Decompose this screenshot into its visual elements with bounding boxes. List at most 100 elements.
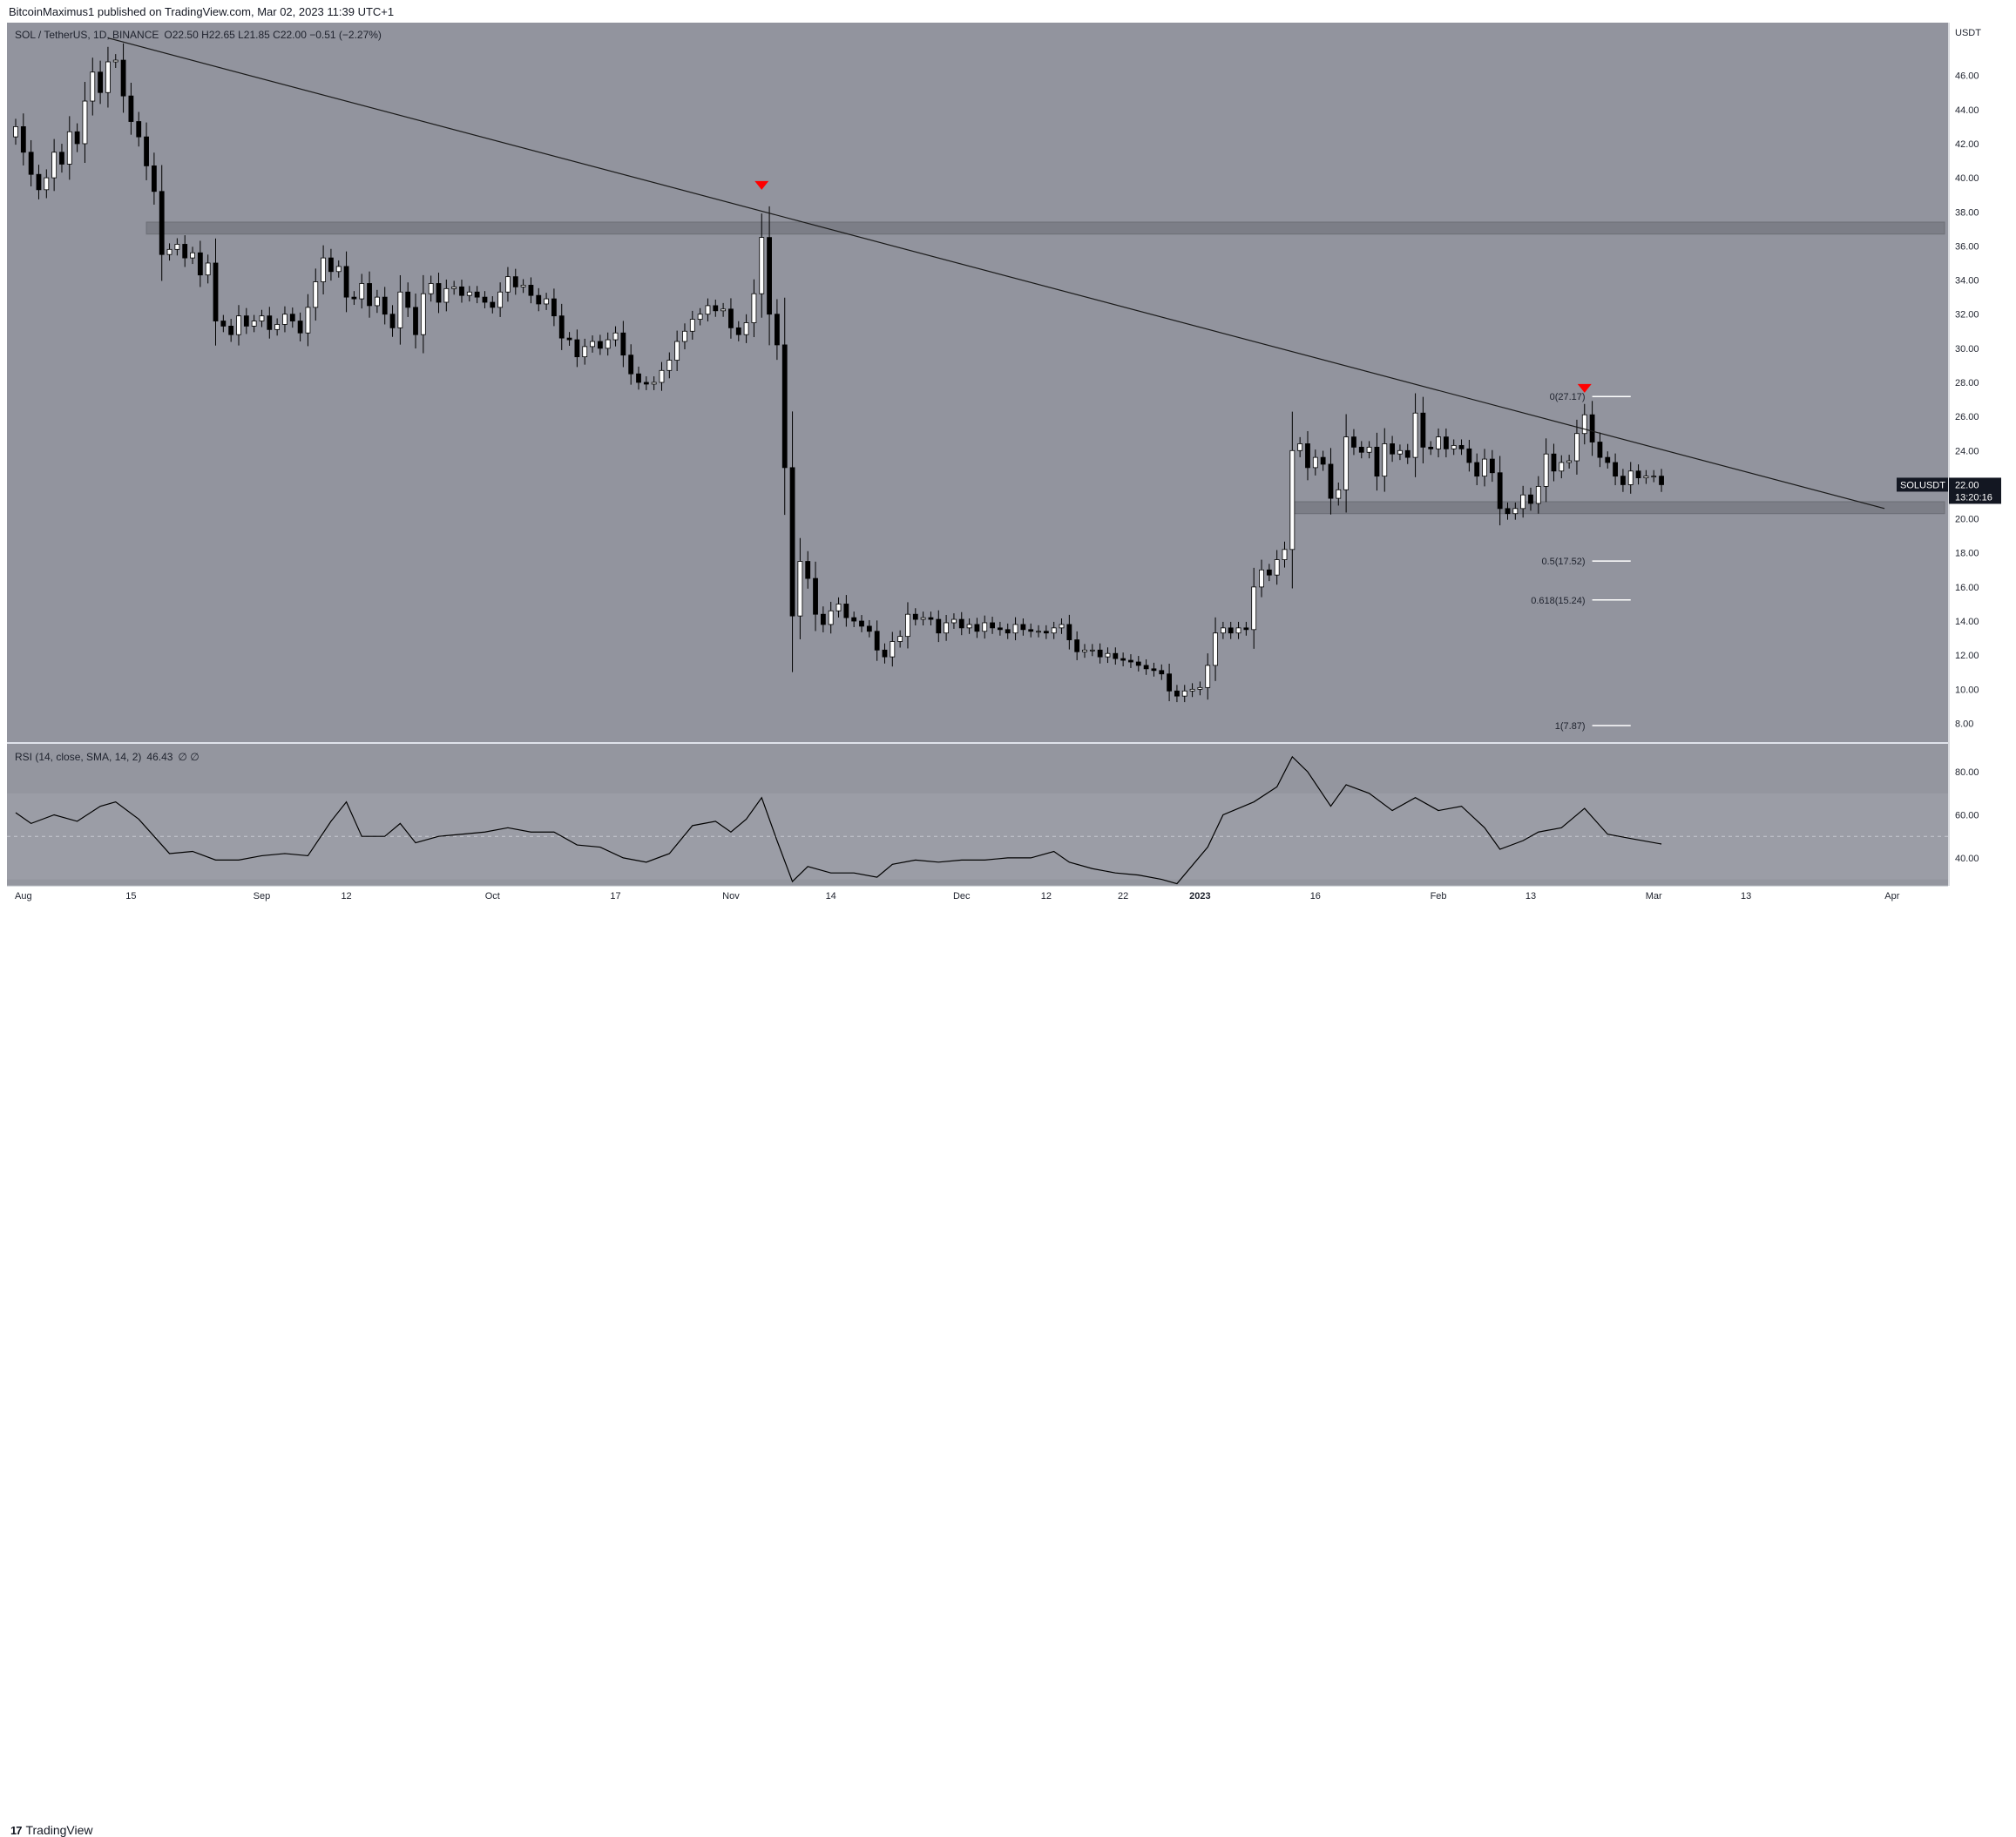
candle — [1089, 649, 1095, 652]
time-tick-label: Feb — [1431, 891, 1447, 902]
candle — [13, 125, 18, 138]
candle — [1151, 668, 1157, 672]
candle — [1305, 443, 1310, 469]
candle — [1113, 652, 1119, 659]
candle — [136, 121, 142, 138]
candle — [1420, 412, 1426, 448]
candle — [759, 237, 765, 294]
candle — [1659, 476, 1664, 485]
candle — [1051, 627, 1057, 634]
candle — [936, 618, 942, 634]
candle — [597, 341, 603, 349]
candle — [1443, 436, 1449, 449]
candle — [1228, 627, 1234, 634]
candle — [966, 624, 972, 629]
candle — [728, 308, 734, 328]
candle — [551, 298, 557, 317]
candle — [1059, 624, 1065, 629]
publisher-info: BitcoinMaximus1 published on TradingView… — [9, 5, 395, 18]
candle — [1597, 442, 1603, 458]
candle — [797, 561, 803, 617]
candle — [1551, 453, 1557, 472]
candle — [389, 314, 396, 328]
candle — [51, 152, 58, 179]
price-chart[interactable]: 0(27.17) 0.5(17.52) 0.618(15.24) 1(7.87) US… — [0, 0, 2016, 906]
time-axis-pane — [7, 886, 1948, 906]
candle — [1266, 569, 1272, 576]
price-pane — [7, 23, 1948, 742]
candle — [474, 291, 480, 298]
candle — [1012, 624, 1018, 634]
candle — [1505, 508, 1511, 515]
candle — [335, 266, 342, 273]
candle — [1282, 549, 1288, 560]
candle — [1358, 446, 1364, 453]
rsi-tick-label: 80.00 — [1955, 767, 1979, 778]
candle — [1097, 649, 1103, 658]
candle — [1574, 433, 1580, 462]
candle — [781, 344, 788, 469]
candle — [328, 257, 334, 273]
candle — [1135, 661, 1141, 666]
currency-label: USDT — [1955, 28, 1981, 38]
candle — [205, 262, 211, 276]
candle — [1651, 476, 1657, 478]
candle — [920, 617, 926, 620]
price-tick-label: 30.00 — [1955, 344, 1979, 355]
candle — [882, 649, 888, 658]
candle — [1167, 673, 1172, 692]
candle — [190, 252, 195, 259]
candle — [228, 326, 234, 335]
candle — [558, 315, 565, 339]
candle — [1390, 443, 1395, 455]
candle — [974, 624, 980, 632]
candle — [1251, 586, 1257, 631]
candle — [1474, 462, 1480, 477]
tradingview-brand: 17 TradingView — [10, 1823, 93, 1837]
price-tick-label: 14.00 — [1955, 617, 1979, 627]
support-zone — [1291, 501, 1945, 515]
candle — [1366, 446, 1372, 453]
left-margin — [0, 23, 7, 906]
candle — [735, 327, 741, 335]
price-tick-label: 32.00 — [1955, 310, 1979, 321]
candle — [1643, 476, 1649, 479]
price-tag-countdown: 13:20:16 — [1955, 492, 1992, 503]
candle — [1543, 453, 1549, 487]
candle — [243, 315, 249, 327]
chart-legend: SOL / TetherUS, 1D, BINANCE O22.50 H22.65… — [15, 29, 382, 41]
candle — [928, 617, 934, 620]
candle — [835, 604, 842, 611]
candle — [1297, 443, 1303, 451]
candle — [1128, 659, 1133, 663]
candle — [1105, 652, 1111, 658]
candle — [497, 291, 504, 308]
candle — [612, 332, 619, 341]
price-tick-label: 42.00 — [1955, 139, 1979, 150]
candle — [820, 613, 826, 625]
candle — [705, 305, 711, 315]
candle — [843, 604, 849, 618]
publish-header: BitcoinMaximus1 published on TradingView… — [0, 0, 2016, 23]
price-tick-label: 16.00 — [1955, 583, 1979, 593]
candle — [1028, 629, 1034, 632]
candle — [174, 244, 180, 250]
candle — [743, 322, 749, 335]
time-tick-label: Dec — [953, 891, 971, 902]
candle — [689, 319, 695, 332]
candle — [1259, 569, 1264, 588]
candle — [720, 308, 727, 312]
candle — [1436, 436, 1441, 449]
fib-label: 1(7.87) — [1555, 721, 1586, 732]
bearish-arrow-icon — [1577, 383, 1592, 393]
candle — [674, 341, 680, 361]
candle — [1482, 458, 1487, 477]
candle — [520, 285, 526, 287]
time-tick-label: 22 — [1118, 891, 1128, 902]
candle — [958, 618, 964, 629]
candle — [351, 296, 357, 300]
symbol-label: SOL / TetherUS, 1D, BINANCE — [15, 29, 159, 41]
price-tick-label: 12.00 — [1955, 651, 1979, 661]
time-tick-label: 2023 — [1189, 891, 1210, 902]
candle — [1382, 443, 1388, 477]
